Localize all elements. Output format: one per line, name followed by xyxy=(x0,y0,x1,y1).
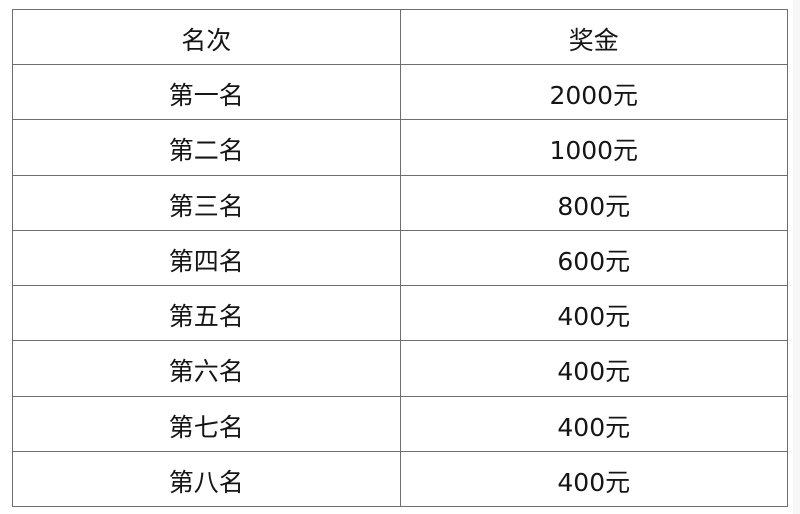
table-row: 第七名 400元 xyxy=(12,395,788,452)
rank-cell: 第五名 xyxy=(12,284,401,342)
prize-cell: 600元 xyxy=(399,229,788,287)
rank-cell: 第四名 xyxy=(12,229,401,287)
prize-table: 名次 奖金 第一名 2000元 第二名 1000元 第三名 800元 第四名 600元 第五名 4… xyxy=(12,9,788,508)
rank-cell: 第七名 xyxy=(12,395,401,452)
header-prize: 奖金 xyxy=(399,9,788,65)
rank-cell: 第三名 xyxy=(12,174,401,231)
prize-cell: 400元 xyxy=(399,284,788,342)
rank-cell: 第一名 xyxy=(12,63,401,121)
header-rank: 名次 xyxy=(12,9,401,65)
rank-cell: 第二名 xyxy=(12,119,401,176)
prize-cell: 1000元 xyxy=(399,119,788,176)
table-row: 第二名 1000元 xyxy=(12,119,788,176)
prize-cell: 400元 xyxy=(399,340,788,397)
rank-cell: 第六名 xyxy=(12,340,401,397)
table-row: 第四名 600元 xyxy=(12,229,788,287)
prize-cell: 800元 xyxy=(399,174,788,231)
table-row: 第八名 400元 xyxy=(12,450,788,508)
prize-cell: 400元 xyxy=(399,450,788,508)
table-row: 第一名 2000元 xyxy=(12,63,788,121)
prize-cell: 400元 xyxy=(399,395,788,452)
prize-cell: 2000元 xyxy=(399,63,788,121)
table-row: 第五名 400元 xyxy=(12,284,788,342)
rank-cell: 第八名 xyxy=(12,450,401,508)
table-row: 第六名 400元 xyxy=(12,340,788,397)
table-header-row: 名次 奖金 xyxy=(12,9,788,65)
table-row: 第三名 800元 xyxy=(12,174,788,231)
